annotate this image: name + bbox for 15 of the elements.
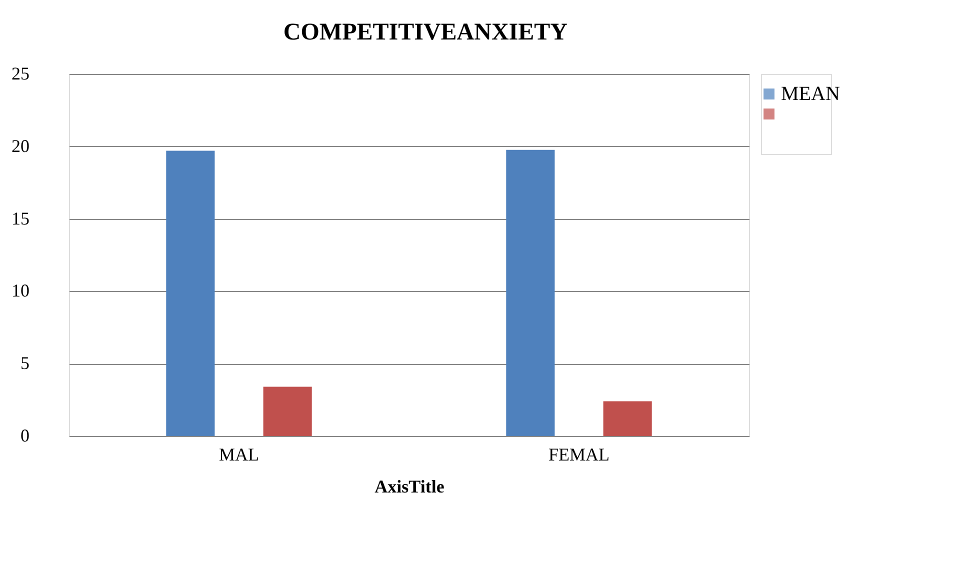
x-tick-label: FEMAL — [548, 444, 610, 464]
x-tick-label: MAL — [219, 444, 259, 464]
x-axis-title: AxisTitle — [374, 476, 444, 496]
y-tick-label: 0 — [20, 426, 30, 446]
y-tick-label: 25 — [12, 64, 30, 84]
y-tick-label: 10 — [12, 280, 30, 301]
legend-label: MEAN — [781, 83, 840, 105]
y-tick-label: 5 — [20, 353, 30, 374]
y-tick-label: 20 — [12, 136, 30, 156]
bar — [166, 150, 215, 436]
y-tick-label: 15 — [12, 208, 30, 228]
bar — [263, 386, 312, 436]
chart-title: COMPETITIVEANXIETY — [283, 20, 568, 46]
bar — [506, 150, 555, 436]
bar — [603, 401, 652, 436]
